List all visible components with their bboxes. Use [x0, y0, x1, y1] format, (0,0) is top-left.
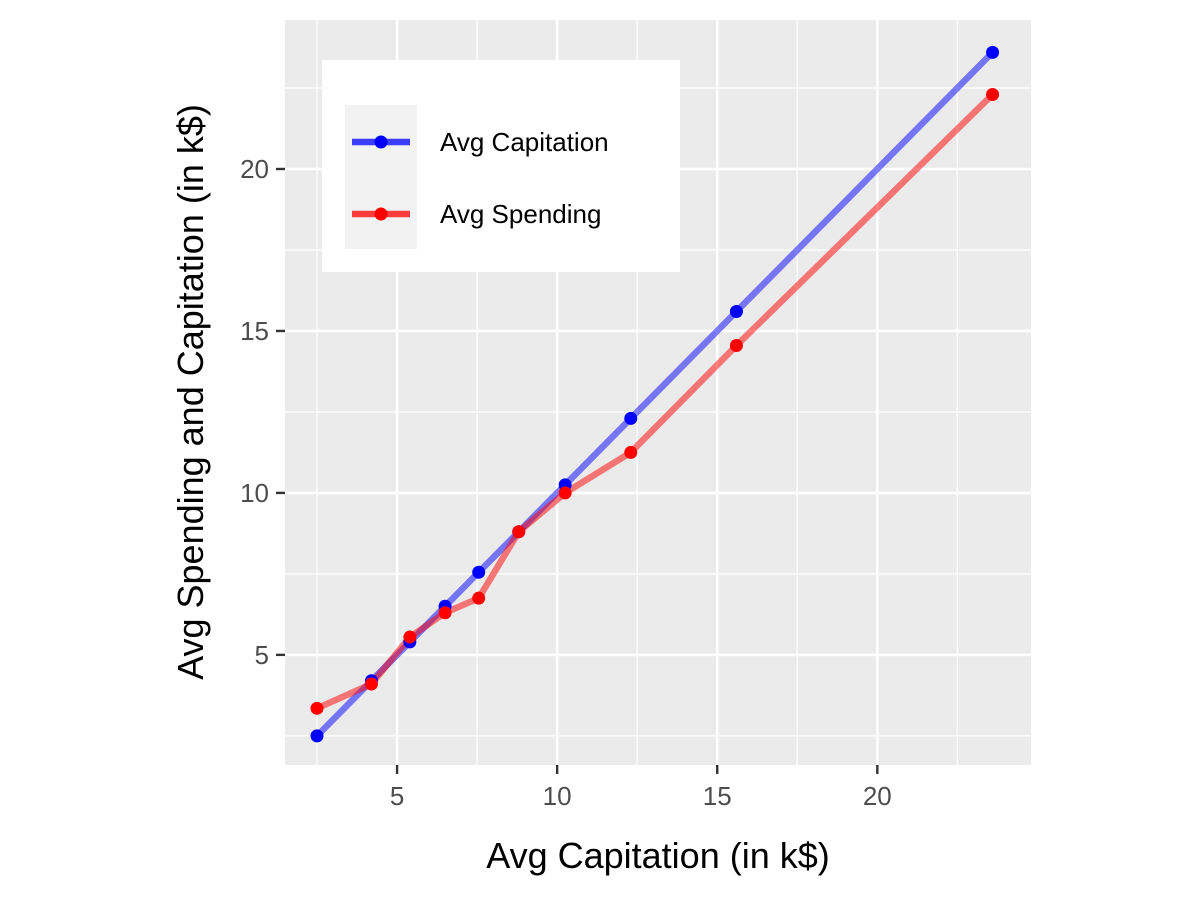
legend-key-background	[345, 105, 417, 249]
data-point-series-2	[624, 445, 638, 459]
series-layer	[310, 45, 1000, 743]
data-point-series-2	[512, 525, 526, 539]
legend-key-point	[374, 135, 388, 149]
y-tick-label: 5	[255, 640, 269, 670]
data-point-series-2	[438, 606, 452, 620]
data-point-series-2	[403, 630, 417, 644]
legend: Avg Capitation Avg Spending	[322, 60, 680, 272]
y-tick-label: 10	[240, 478, 269, 508]
data-point-series-1	[986, 45, 1000, 59]
data-point-series-2	[558, 486, 572, 500]
data-point-series-2	[310, 701, 324, 715]
x-tick-label: 20	[863, 781, 892, 811]
data-point-series-2	[472, 591, 486, 605]
data-point-series-1	[310, 729, 324, 743]
legend-label: Avg Capitation	[440, 127, 609, 157]
series-line-2	[315, 92, 995, 712]
legend-key-point	[374, 207, 388, 221]
x-axis-title: Avg Capitation (in k$)	[486, 835, 830, 876]
data-point-series-1	[472, 565, 486, 579]
x-tick-label: 15	[703, 781, 732, 811]
data-point-series-1	[729, 305, 743, 319]
y-tick-label: 15	[240, 316, 269, 346]
data-point-series-2	[729, 339, 743, 353]
axes-layer: 5 10 15 20 5 10 15 20	[240, 154, 892, 811]
data-point-series-1	[624, 411, 638, 425]
x-tick-label: 10	[543, 781, 572, 811]
legend-label: Avg Spending	[440, 199, 601, 229]
y-tick-label: 20	[240, 154, 269, 184]
x-tick-label: 5	[390, 781, 404, 811]
y-axis-title: Avg Spending and Capitation (in k$)	[170, 104, 211, 680]
data-point-series-2	[364, 677, 378, 691]
data-point-series-2	[986, 88, 1000, 101]
